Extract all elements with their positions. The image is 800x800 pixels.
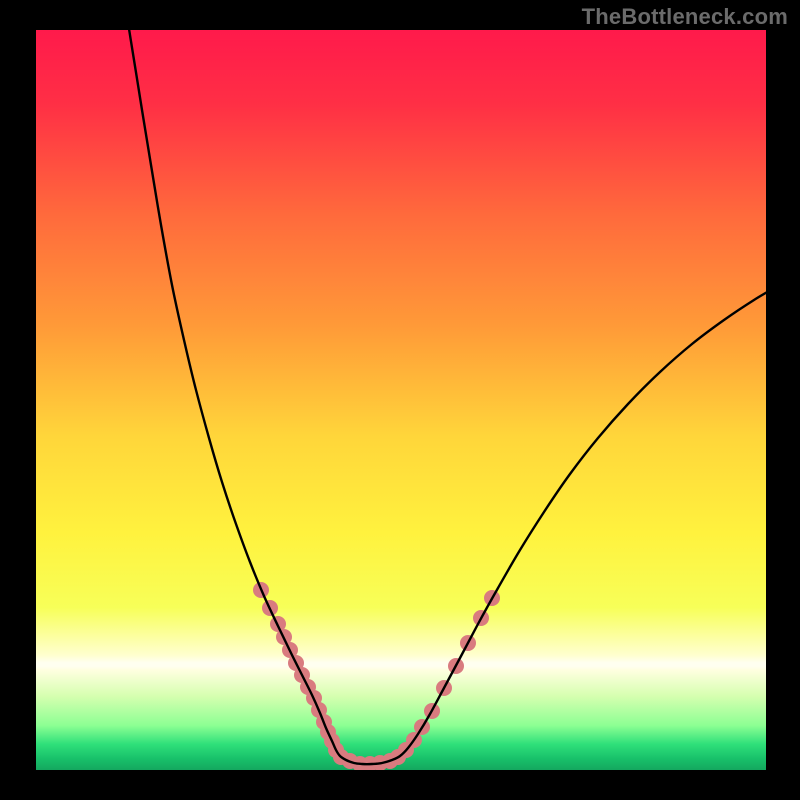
chart-svg <box>36 30 766 770</box>
watermark-source: TheBottleneck.com <box>582 4 788 30</box>
stage: TheBottleneck.com <box>0 0 800 800</box>
gradient-background <box>36 30 766 770</box>
plot-area <box>36 30 766 770</box>
